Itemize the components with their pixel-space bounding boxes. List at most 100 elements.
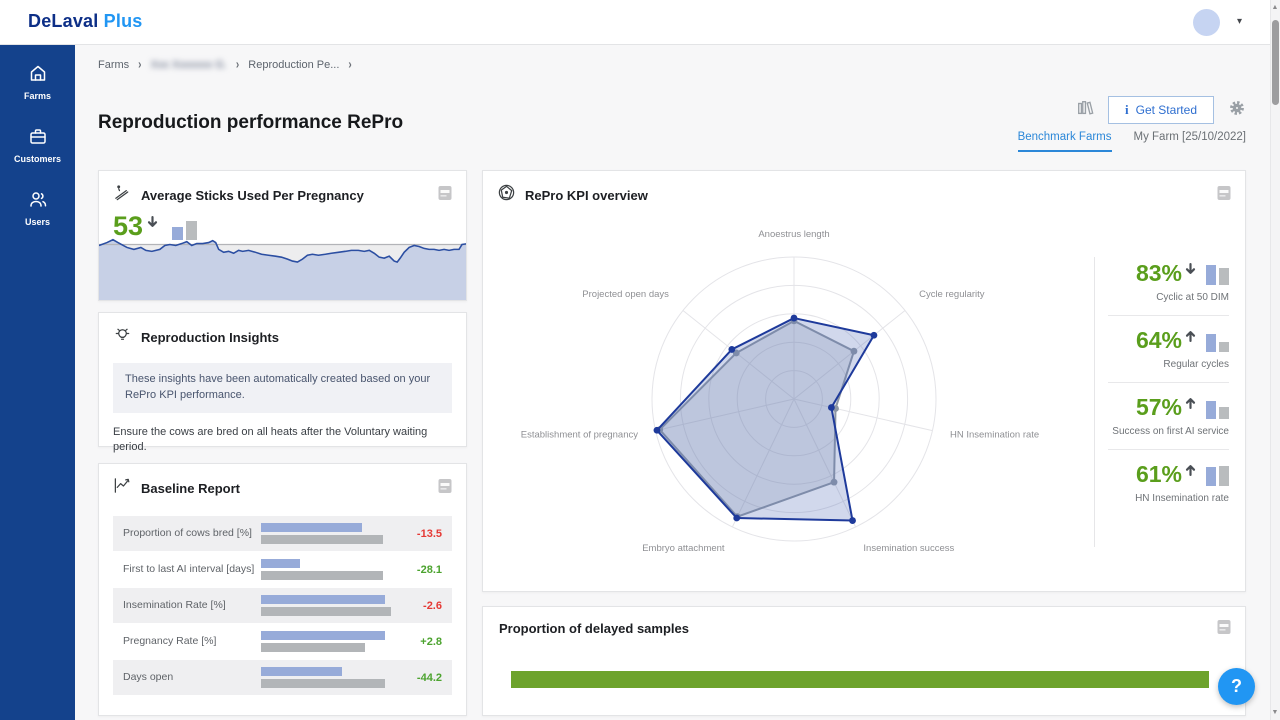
- stat-label: Regular cycles: [1163, 359, 1229, 370]
- sidebar-item-label: Farms: [24, 91, 51, 101]
- delayed-samples-bar-track: [511, 671, 1209, 688]
- stat-label: Cyclic at 50 DIM: [1156, 292, 1229, 303]
- row-bars: [261, 523, 391, 544]
- sidebar-item-customers[interactable]: Customers: [0, 120, 75, 170]
- row-label: First to last AI interval [days]: [123, 563, 261, 576]
- page-title: Reproduction performance RePro: [98, 112, 403, 134]
- trend-arrow-icon: [1185, 330, 1196, 342]
- row-delta: -44.2: [391, 672, 442, 684]
- chevron-right-icon: ›: [348, 58, 351, 72]
- divider: [1094, 257, 1095, 547]
- app-logo: DeLaval Plus: [28, 11, 142, 32]
- svg-text:Establishment of pregnancy: Establishment of pregnancy: [521, 430, 638, 441]
- book-icon[interactable]: [438, 185, 452, 206]
- insight-message: Ensure the cows are bred on all heats af…: [113, 425, 452, 456]
- stat-value: 83%: [1136, 262, 1182, 285]
- lightbulb-icon: [113, 325, 132, 349]
- get-started-button[interactable]: i Get Started: [1108, 96, 1214, 124]
- logo-secondary: Plus: [104, 11, 143, 31]
- stat-value: 64%: [1136, 329, 1182, 352]
- trend-arrow-icon: [1185, 464, 1196, 476]
- tab-benchmark-farms[interactable]: Benchmark Farms: [1018, 131, 1112, 152]
- book-icon[interactable]: [438, 478, 452, 499]
- card-title: Baseline Report: [141, 481, 429, 496]
- card-baseline-report: Baseline Report Proportion of cows bred …: [98, 463, 467, 716]
- card-reproduction-insights: Reproduction Insights These insights hav…: [98, 312, 467, 447]
- minibar-icon: [1206, 334, 1229, 352]
- row-bars: [261, 559, 391, 580]
- sidebar-item-label: Users: [25, 217, 50, 227]
- svg-text:Projected open days: Projected open days: [582, 289, 669, 300]
- scrollbar[interactable]: ▲ ▼: [1270, 0, 1280, 720]
- gear-icon[interactable]: [1228, 99, 1246, 122]
- row-bars: [261, 631, 391, 652]
- stat-label: HN Insemination rate: [1135, 493, 1229, 504]
- chevron-right-icon: ›: [236, 58, 239, 72]
- kpi-stat-cyclic: 83% Cyclic at 50 DIM: [1108, 249, 1229, 315]
- barn-icon: [28, 63, 48, 88]
- insight-note: These insights have been automatically c…: [113, 363, 452, 413]
- scrollbar-thumb[interactable]: [1272, 20, 1279, 105]
- users-icon: [28, 189, 48, 214]
- help-button[interactable]: ?: [1218, 668, 1255, 705]
- kpi-stats: 83% Cyclic at 50 DIM 64% Regular cycles …: [1108, 249, 1229, 516]
- radar-chart-icon: [497, 183, 516, 207]
- kpi-stat-regular-cycles: 64% Regular cycles: [1108, 315, 1229, 382]
- card-average-sticks: Average Sticks Used Per Pregnancy 53: [98, 170, 467, 301]
- breadcrumb-farm-name-redacted[interactable]: Xxx Xxxxxxx G.: [151, 59, 227, 71]
- svg-text:Embryo attachment: Embryo attachment: [642, 543, 725, 554]
- avatar-caret-icon[interactable]: ▾: [1237, 16, 1242, 27]
- card-delayed-samples: Proportion of delayed samples: [482, 606, 1246, 716]
- table-row: First to last AI interval [days] -28.1: [113, 552, 452, 588]
- sidebar-item-label: Customers: [14, 154, 61, 164]
- sidebar-item-users[interactable]: Users: [0, 183, 75, 233]
- stat-value: 61%: [1136, 463, 1182, 486]
- table-row: Days open -44.2: [113, 660, 452, 696]
- main-content: Farms › Xxx Xxxxxxx G. › Reproduction Pe…: [75, 45, 1280, 720]
- delayed-samples-bar: [511, 671, 1209, 688]
- svg-text:HN Insemination rate: HN Insemination rate: [950, 430, 1039, 441]
- sticks-sparkline-chart: [99, 227, 467, 300]
- svg-text:Cycle regularity: Cycle regularity: [919, 289, 985, 300]
- trend-arrow-icon: [1185, 263, 1196, 275]
- minibar-icon: [1206, 265, 1229, 285]
- card-title: RePro KPI overview: [525, 188, 1208, 203]
- row-label: Days open: [123, 671, 261, 684]
- table-row: Proportion of cows bred [%] -13.5: [113, 516, 452, 552]
- table-row: Insemination Rate [%] -2.6: [113, 588, 452, 624]
- kpi-stat-hn-insemination: 61% HN Insemination rate: [1108, 449, 1229, 516]
- view-tabs: Benchmark Farms My Farm [25/10/2022]: [1018, 131, 1246, 152]
- row-delta: +2.8: [391, 636, 442, 648]
- row-delta: -2.6: [391, 600, 442, 612]
- card-repro-kpi-overview: RePro KPI overview Anoestrus length Cycle…: [482, 170, 1246, 592]
- stat-value: 57%: [1136, 396, 1182, 419]
- book-icon[interactable]: [1217, 185, 1231, 206]
- chevron-right-icon: ›: [138, 58, 141, 72]
- breadcrumb-current[interactable]: Reproduction Pe...: [248, 59, 339, 71]
- svg-text:Anoestrus length: Anoestrus length: [758, 229, 829, 240]
- row-delta: -28.1: [391, 564, 442, 576]
- minibar-icon: [1206, 466, 1229, 486]
- tab-my-farm[interactable]: My Farm [25/10/2022]: [1134, 131, 1247, 152]
- scroll-down-icon[interactable]: ▼: [1271, 709, 1279, 716]
- header-controls: i Get Started: [1076, 96, 1246, 124]
- card-title: Average Sticks Used Per Pregnancy: [141, 188, 429, 203]
- book-icon[interactable]: [1217, 619, 1231, 640]
- row-bars: [261, 667, 391, 688]
- card-title: Proportion of delayed samples: [483, 607, 1245, 636]
- sidebar-item-farms[interactable]: Farms: [0, 57, 75, 107]
- minibar-icon: [1206, 401, 1229, 419]
- row-label: Pregnancy Rate [%]: [123, 635, 261, 648]
- breadcrumb: Farms › Xxx Xxxxxxx G. › Reproduction Pe…: [98, 59, 352, 71]
- library-icon[interactable]: [1076, 99, 1094, 122]
- repro-kpi-radar-chart: Anoestrus length Cycle regularity HN Insem…: [483, 209, 1094, 591]
- sticks-icon: [113, 183, 132, 207]
- get-started-label: Get Started: [1136, 103, 1197, 117]
- breadcrumb-farms[interactable]: Farms: [98, 59, 129, 71]
- scroll-up-icon[interactable]: ▲: [1271, 4, 1279, 11]
- stat-label: Success on first AI service: [1112, 426, 1229, 437]
- logo-primary: DeLaval: [28, 11, 98, 31]
- sidebar: Farms Customers Users: [0, 45, 75, 720]
- trend-arrow-icon: [1185, 397, 1196, 409]
- avatar[interactable]: [1193, 9, 1220, 36]
